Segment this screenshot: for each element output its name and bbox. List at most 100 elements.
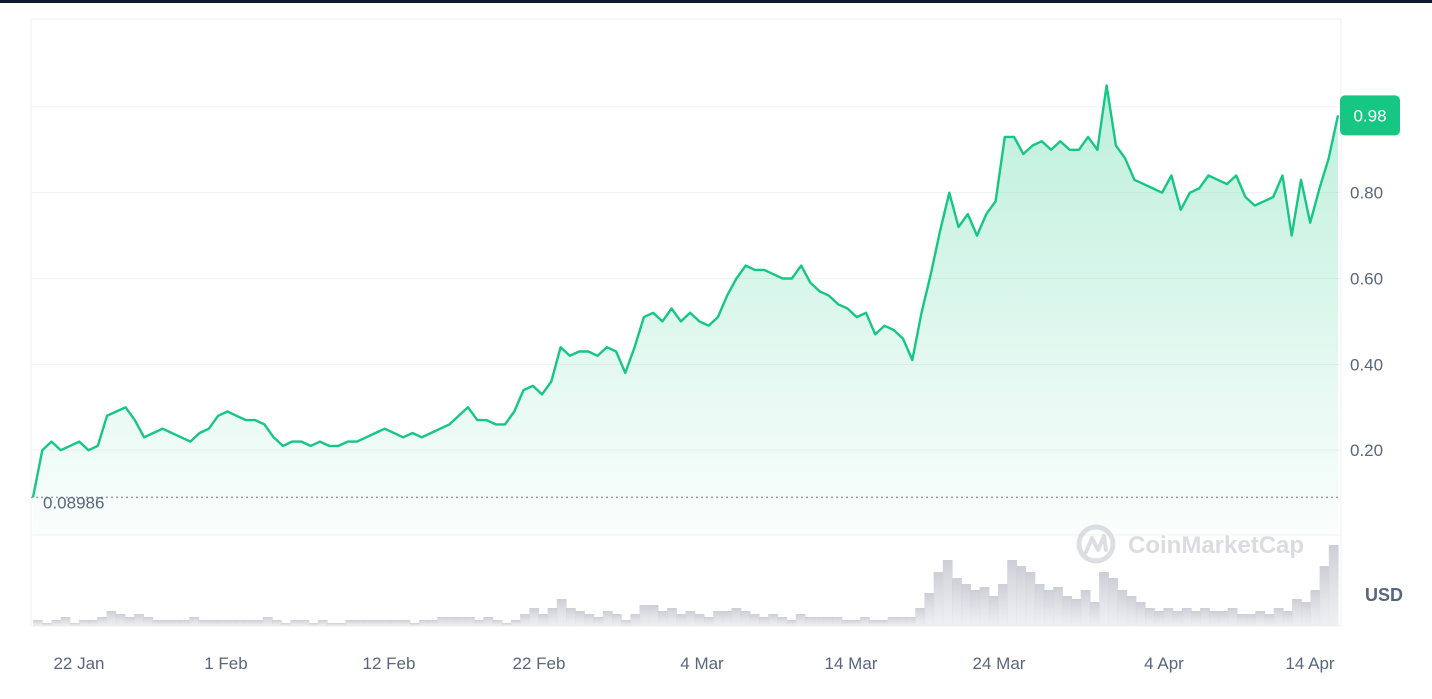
volume-bar (1218, 611, 1229, 626)
volume-bar (299, 620, 310, 626)
volume-bar (759, 617, 769, 626)
volume-bar (749, 614, 760, 626)
y-tick-label: 0.60 (1350, 270, 1383, 289)
volume-bar (860, 617, 870, 626)
x-tick-label: 1 Feb (204, 654, 247, 673)
watermark: CoinMarketCap (1076, 524, 1304, 564)
volume-bar (1273, 608, 1284, 626)
volume-bar (419, 620, 429, 626)
volume-bar (1126, 596, 1137, 626)
volume-bar (363, 620, 374, 626)
volume-bar (244, 620, 255, 626)
volume-bar (400, 620, 411, 626)
volume-bar (1181, 608, 1192, 626)
volume-bar (1108, 578, 1118, 626)
volume-bar (69, 623, 80, 626)
volume-bar (88, 620, 98, 626)
volume-bar (612, 614, 622, 626)
current-price-badge-bg (1340, 95, 1400, 136)
volume-bar (924, 593, 935, 626)
volume-bar (1145, 608, 1155, 626)
volume-bar (703, 617, 714, 626)
volume-bar (722, 611, 733, 626)
volume-bar (1264, 614, 1275, 626)
volume-bar (281, 623, 291, 626)
volume-bar (382, 620, 392, 626)
volume-bar (1117, 590, 1128, 626)
volume-bar (906, 617, 916, 626)
volume-bar (1062, 596, 1073, 626)
x-axis: 22 Jan 1 Feb 12 Feb 22 Feb 4 Mar 14 Mar 24 Mar… (53, 654, 1334, 673)
volume-bar (602, 611, 613, 626)
volume-bar (869, 620, 880, 626)
volume-bar (1301, 602, 1311, 626)
volume-bars (33, 545, 1339, 626)
volume-bar (1319, 566, 1330, 626)
volume-bar (308, 623, 319, 626)
volume-bar (345, 620, 356, 626)
currency-label: USD (1365, 585, 1403, 605)
volume-bar (1282, 611, 1293, 626)
volume-bar (1246, 614, 1256, 626)
volume-bar (630, 614, 641, 626)
x-tick-label: 4 Apr (1144, 654, 1184, 673)
volume-bar (1016, 566, 1027, 626)
volume-bar (51, 620, 62, 626)
volume-bar (795, 614, 806, 626)
volume-bar (639, 605, 650, 626)
volume-bar (685, 611, 696, 626)
volume-bar (896, 617, 907, 626)
volume-bar (1043, 590, 1054, 626)
volume-bar (1292, 599, 1302, 626)
y-axis: 0.20 0.40 0.60 0.80 (1350, 184, 1383, 460)
volume-bar (226, 620, 236, 626)
volume-bar (538, 614, 549, 626)
volume-bar (143, 617, 154, 626)
volume-bar (79, 620, 89, 626)
volume-bar (180, 620, 190, 626)
volume-bar (556, 599, 567, 626)
volume-bar (740, 611, 751, 626)
volume-bar (520, 614, 530, 626)
watermark-text: CoinMarketCap (1128, 532, 1304, 559)
volume-bar (1007, 560, 1017, 626)
volume-bar (786, 620, 797, 626)
volume-bar (979, 587, 990, 626)
volume-bar (106, 611, 117, 626)
volume-bar (501, 623, 512, 626)
x-tick-label: 22 Jan (53, 654, 104, 673)
volume-bar (823, 617, 834, 626)
volume-bar (970, 590, 981, 626)
volume-bar (428, 620, 438, 626)
volume-bar (887, 617, 898, 626)
volume-bar (1135, 602, 1146, 626)
y-tick-label: 0.80 (1350, 184, 1383, 203)
start-price-label: 0.08986 (43, 493, 104, 512)
volume-bar (474, 620, 484, 626)
volume-bar (464, 617, 475, 626)
x-tick-label: 12 Feb (363, 654, 416, 673)
volume-bar (529, 608, 540, 626)
volume-bar (327, 623, 337, 626)
volume-bar (336, 623, 347, 626)
volume-bar (170, 620, 181, 626)
volume-bar (988, 596, 999, 626)
volume-bar (814, 617, 824, 626)
volume-bar (667, 608, 677, 626)
volume-bar (262, 617, 273, 626)
volume-bar (915, 608, 926, 626)
volume-bar (1053, 587, 1063, 626)
volume-bar (134, 614, 144, 626)
volume-bar (124, 617, 135, 626)
volume-bar (1163, 608, 1174, 626)
volume-bar (161, 620, 172, 626)
y-tick-label: 0.40 (1350, 355, 1383, 374)
volume-bar (510, 620, 521, 626)
volume-bar (354, 620, 365, 626)
x-tick-label: 14 Apr (1285, 654, 1334, 673)
volume-bar (317, 620, 328, 626)
volume-bar (42, 623, 52, 626)
volume-bar (1209, 611, 1220, 626)
